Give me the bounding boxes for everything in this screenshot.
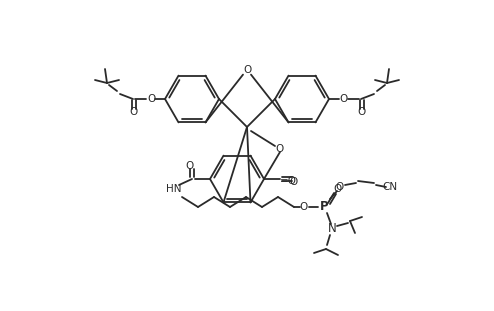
Text: CN: CN <box>382 182 398 192</box>
Text: O: O <box>357 107 365 117</box>
Text: O: O <box>334 184 342 194</box>
Text: =O: =O <box>280 176 296 186</box>
Text: O: O <box>185 161 193 171</box>
Text: O: O <box>129 107 137 117</box>
Text: O: O <box>290 177 298 187</box>
Text: O: O <box>243 65 251 75</box>
Text: N: N <box>328 222 336 235</box>
Text: O: O <box>147 94 155 104</box>
Text: O: O <box>300 202 308 212</box>
Text: O: O <box>339 94 347 104</box>
Text: O: O <box>336 182 344 192</box>
Text: HN: HN <box>166 184 182 194</box>
Text: O: O <box>275 144 283 154</box>
Text: P: P <box>320 201 329 213</box>
